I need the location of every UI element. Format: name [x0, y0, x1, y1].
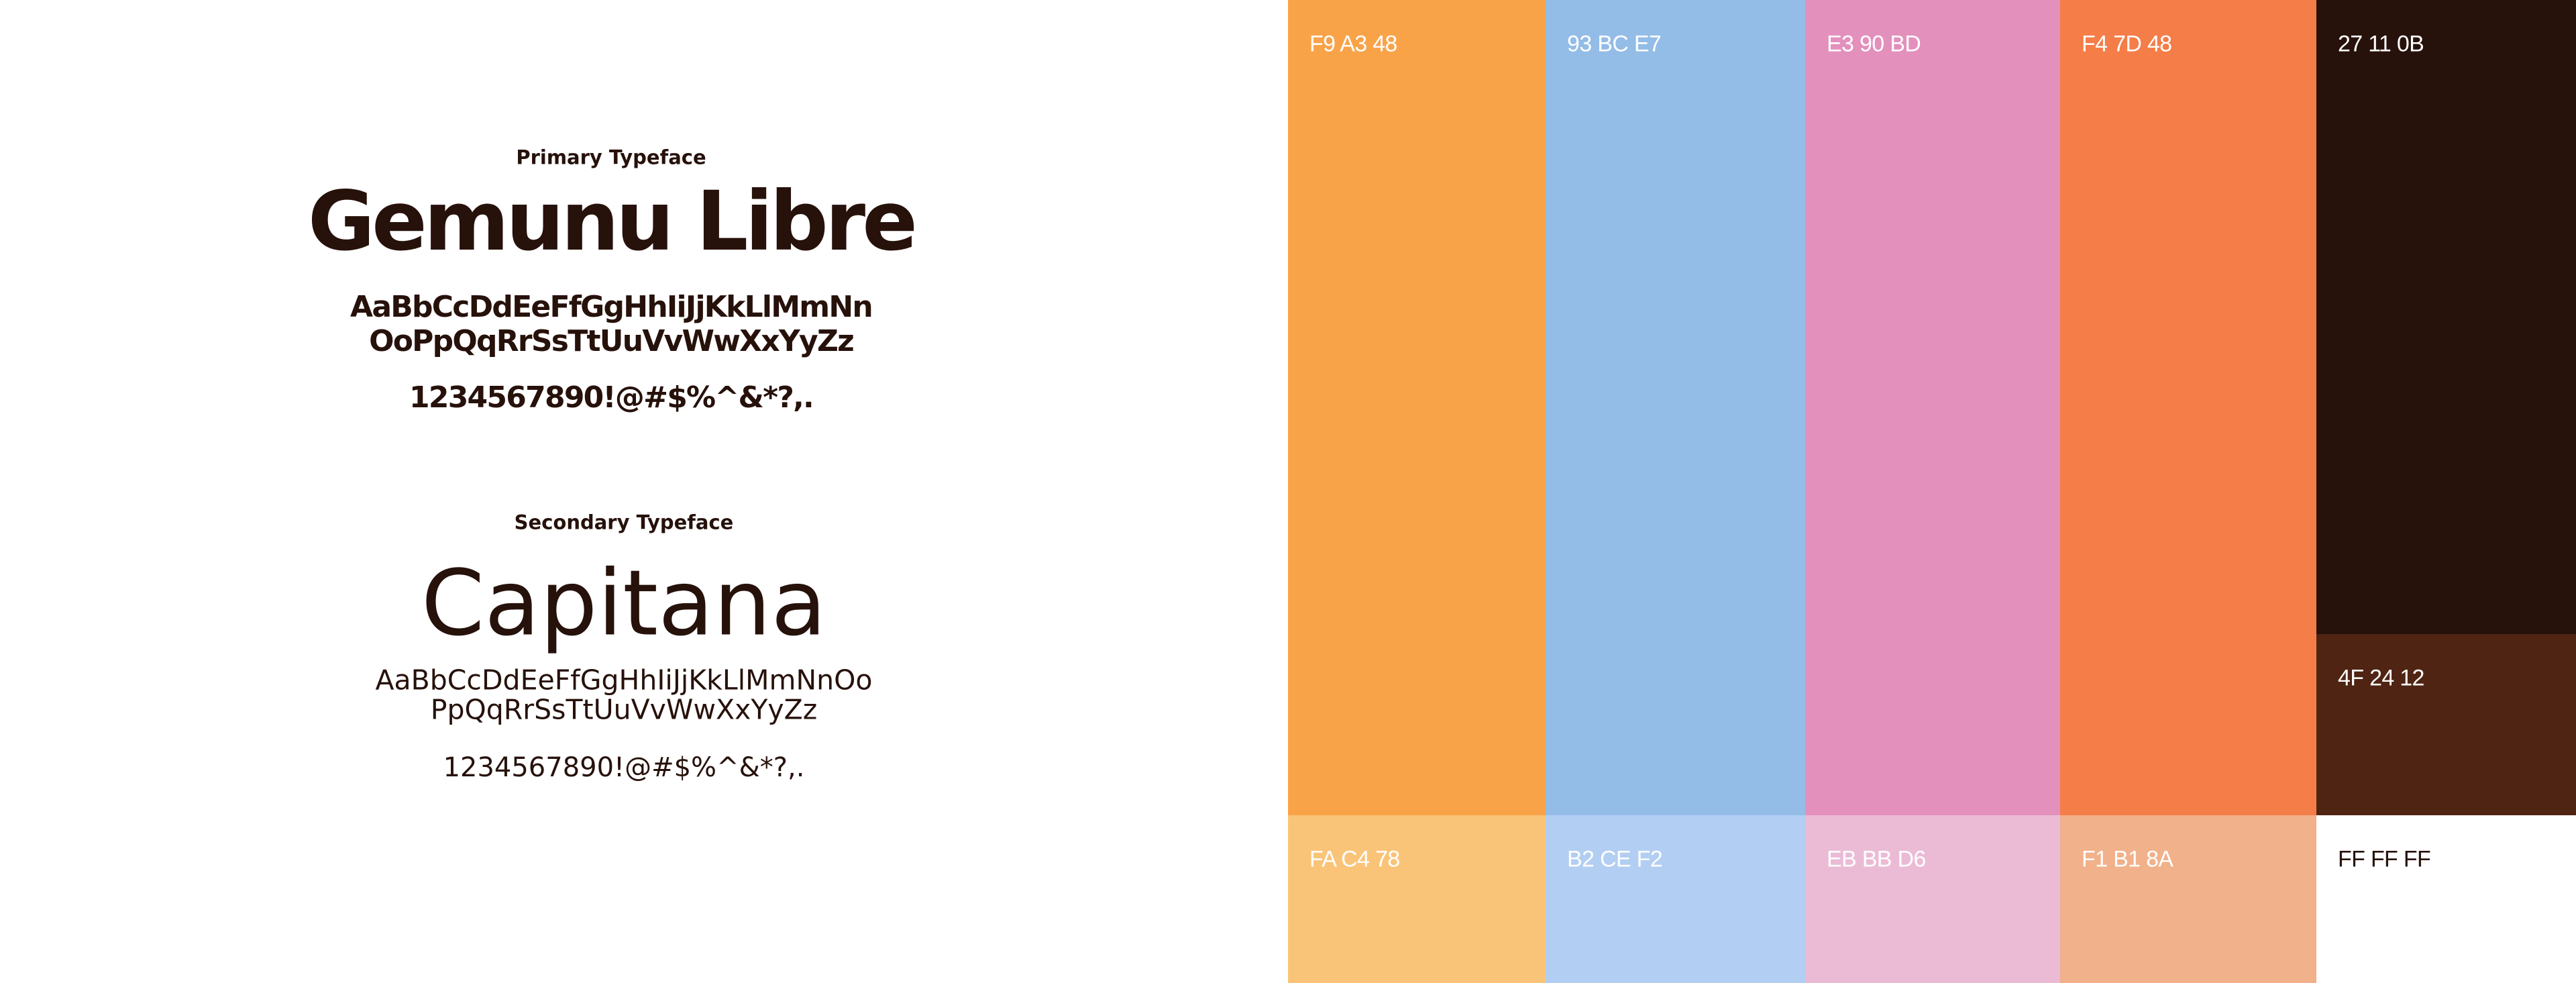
color-swatch: FF FF FF	[2316, 815, 2576, 983]
color-swatch: 27 11 0B	[2316, 0, 2576, 634]
typeface-heading: Primary Typeface	[516, 146, 706, 169]
color-swatch: B2 CE F2	[1546, 815, 1805, 983]
swatch-hex: EB BB D6	[1827, 846, 1926, 872]
swatch-hex: F4 7D 48	[2082, 31, 2172, 57]
alphabet-line: PpQqRrSsTtUuVvWwXxYyZz	[430, 693, 818, 726]
numbers-line: 1234567890!@#$%^&*?,.	[443, 752, 805, 783]
swatch-hex: 4F 24 12	[2338, 665, 2424, 691]
typeface-name: Gemunu Libre	[307, 174, 918, 269]
color-swatch: F1 B1 8A	[2060, 815, 2316, 983]
typeface-name: Capitana	[421, 550, 827, 656]
swatch-hex: FF FF FF	[2338, 846, 2431, 872]
color-swatch: 93 BC E7	[1546, 0, 1805, 815]
color-swatch: E3 90 BD	[1805, 0, 2060, 815]
swatch-hex: 27 11 0B	[2338, 31, 2424, 57]
color-swatch: F9 A3 48	[1288, 0, 1546, 815]
numbers-line: 1234567890!@#$%^&*?,.	[409, 380, 814, 415]
color-swatch: 4F 24 12	[2316, 634, 2576, 815]
typeface-heading: Secondary Typeface	[514, 511, 734, 534]
color-swatch: FA C4 78	[1288, 815, 1546, 983]
color-swatch: F4 7D 48	[2060, 0, 2316, 815]
swatch-hex: B2 CE F2	[1567, 846, 1663, 872]
swatch-hex: 93 BC E7	[1567, 31, 1662, 57]
swatch-hex: F9 A3 48	[1309, 31, 1397, 57]
swatch-hex: F1 B1 8A	[2082, 846, 2174, 872]
alphabet-line: AaBbCcDdEeFfGgHhIiJjKkLlMmNnOo	[375, 664, 873, 696]
alphabet-line: OoPpQqRrSsTtUuVvWwXxYyZz	[369, 324, 855, 358]
swatch-hex: E3 90 BD	[1827, 31, 1921, 57]
color-swatch: EB BB D6	[1805, 815, 2060, 983]
alphabet-line: AaBbCcDdEeFfGgHhIiJjKkLlMmNn	[350, 290, 873, 324]
swatch-hex: FA C4 78	[1309, 846, 1400, 872]
